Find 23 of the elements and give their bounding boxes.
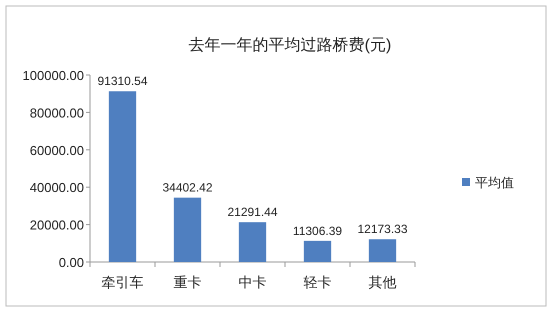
bar [174, 198, 202, 262]
x-tick-label: 牵引车 [102, 274, 144, 290]
x-tick-label: 重卡 [174, 274, 202, 290]
x-tick-label: 中卡 [238, 274, 266, 290]
x-tick-label: 轻卡 [304, 274, 332, 290]
data-label: 21291.44 [227, 205, 278, 220]
bar [238, 222, 266, 262]
y-tick-label: 100000.00 [22, 68, 84, 83]
y-tick-label: 60000.00 [30, 142, 84, 158]
data-label: 91310.54 [97, 74, 148, 88]
x-tick-label: 其他 [368, 274, 396, 290]
bar [108, 91, 136, 262]
y-tick-label: 20000.00 [30, 218, 84, 233]
y-tick-label: 40000.00 [30, 180, 84, 196]
bar [368, 239, 396, 262]
y-tick-label: 80000.00 [30, 105, 84, 120]
bar [304, 240, 332, 262]
data-label: 34402.42 [162, 180, 213, 195]
y-tick-label: 0.00 [58, 255, 84, 270]
data-label: 12173.33 [357, 222, 408, 236]
chart-title: 去年一年的平均过路桥费(元) [188, 36, 392, 54]
legend-label: 平均值 [475, 175, 514, 190]
data-label: 11306.39 [292, 224, 342, 238]
